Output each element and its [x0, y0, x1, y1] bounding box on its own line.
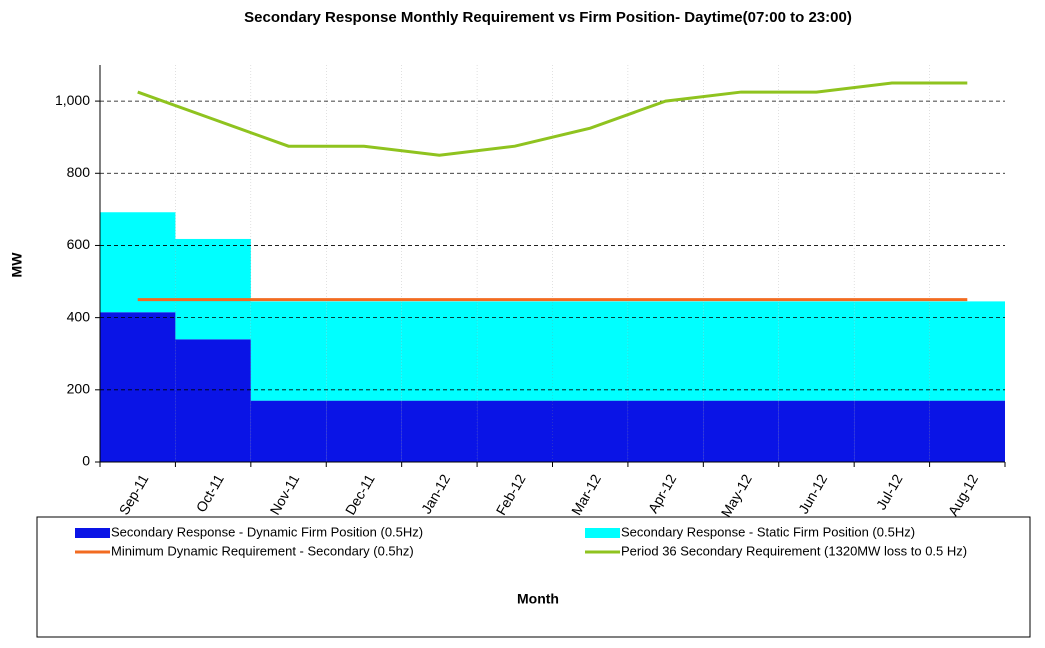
bar [100, 212, 176, 313]
bar [627, 301, 704, 401]
line-series [137, 81, 968, 157]
x-tick-label: Nov-11 [266, 471, 302, 517]
legend-label: Minimum Dynamic Requirement - Secondary … [111, 543, 414, 558]
bar [778, 400, 855, 462]
legend-swatch [75, 528, 110, 538]
bar [477, 400, 553, 462]
bar [100, 312, 176, 462]
x-tick-label: Jan-12 [418, 471, 453, 516]
legend-label: Secondary Response - Static Firm Positio… [621, 524, 915, 539]
x-tick-label: Jun-12 [795, 471, 830, 516]
bar [854, 301, 930, 401]
y-tick-label: 200 [67, 381, 91, 397]
chart-title: Secondary Response Monthly Requirement v… [244, 9, 852, 26]
x-tick-label: Sep-11 [116, 471, 152, 517]
bar [250, 301, 327, 401]
bar [552, 301, 628, 401]
y-tick-label: 400 [67, 308, 91, 324]
y-tick-label: 1,000 [55, 92, 90, 108]
legend-box [36, 516, 1031, 638]
bar [250, 400, 327, 462]
bar [703, 301, 779, 401]
bar [401, 400, 478, 462]
x-tick-label: Aug-12 [945, 471, 982, 518]
bar [778, 301, 855, 401]
x-tick-label: Jul-12 [873, 471, 906, 512]
y-axis-label: MW [9, 252, 25, 278]
x-tick-label: Feb-12 [493, 471, 529, 518]
bar [175, 339, 251, 462]
y-tick-label: 0 [82, 453, 90, 469]
x-tick-label: Apr-12 [645, 471, 680, 516]
bar [854, 400, 930, 462]
bar [929, 400, 1005, 462]
legend-swatch [585, 528, 620, 538]
x-tick-label: Mar-12 [568, 471, 604, 518]
bar [552, 400, 628, 462]
bar [929, 301, 1005, 401]
y-tick-label: 800 [67, 164, 91, 180]
legend-label: Secondary Response - Dynamic Firm Positi… [111, 524, 423, 539]
y-tick-label: 600 [67, 236, 91, 252]
bar [477, 301, 553, 401]
bar [326, 400, 402, 462]
x-axis-label: Month [517, 591, 559, 607]
bar [175, 238, 251, 340]
bar [703, 400, 779, 462]
bar [627, 400, 704, 462]
x-tick-label: May-12 [718, 471, 755, 520]
legend-label: Period 36 Secondary Requirement (1320MW … [621, 543, 967, 558]
x-tick-label: Oct-11 [193, 471, 227, 515]
x-tick-label: Dec-11 [342, 471, 378, 517]
bar [401, 301, 478, 401]
bar [326, 301, 402, 401]
